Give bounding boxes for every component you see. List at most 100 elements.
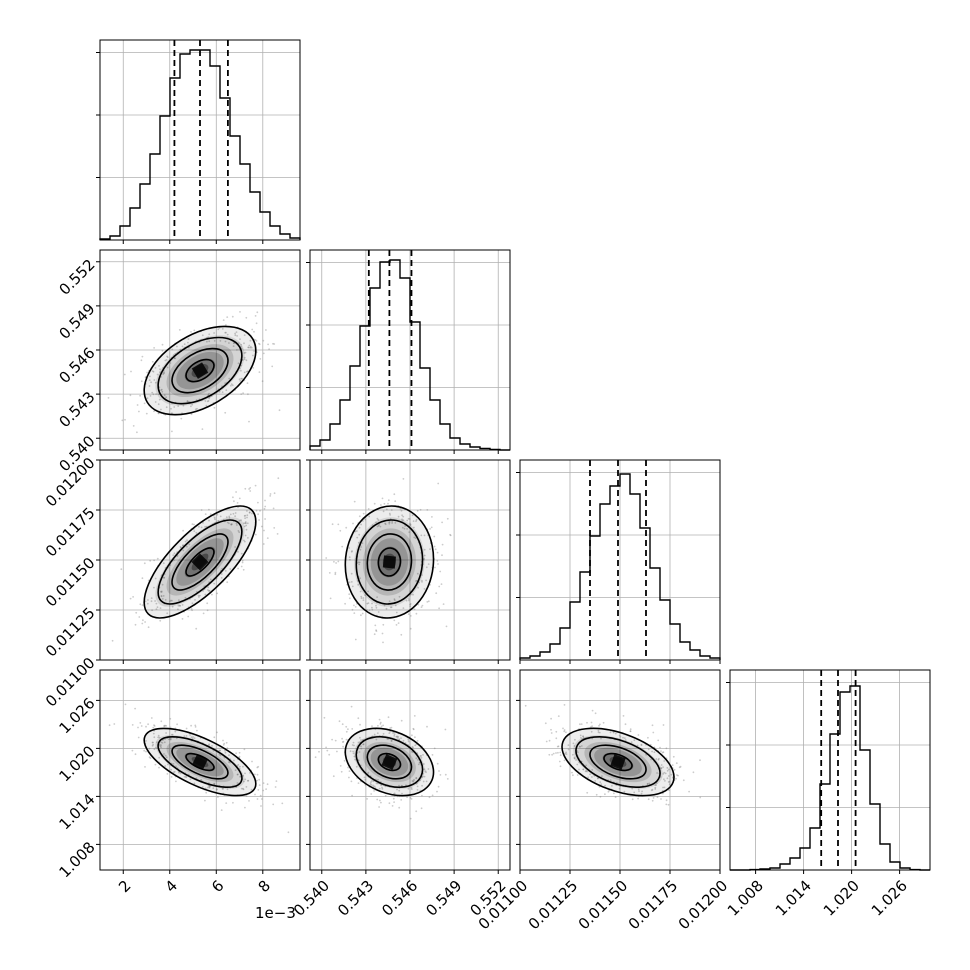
scatter-point xyxy=(411,780,414,782)
scatter-point xyxy=(256,766,259,769)
scatter-point xyxy=(190,724,193,727)
scatter-point xyxy=(421,581,423,583)
scatter-point xyxy=(630,741,633,743)
scatter-point xyxy=(420,606,423,608)
panel-contents xyxy=(310,460,510,660)
scatter-point xyxy=(382,724,384,727)
scatter-point xyxy=(318,750,320,753)
scatter-panel-2-4 xyxy=(306,669,511,874)
scatter-point xyxy=(230,384,232,387)
scatter-point xyxy=(258,784,261,786)
scatter-point xyxy=(573,757,576,760)
scatter-point xyxy=(416,509,419,512)
scatter-point xyxy=(249,346,252,349)
scatter-point xyxy=(243,342,245,345)
scatter-point xyxy=(225,802,228,804)
scatter-point xyxy=(140,380,143,383)
scatter-point xyxy=(143,562,146,565)
scatter-point xyxy=(409,523,412,526)
contour-level-1 xyxy=(377,752,402,772)
scatter-point xyxy=(219,749,221,752)
scatter-point xyxy=(157,736,160,739)
scatter-point xyxy=(664,772,667,775)
scatter-point xyxy=(256,798,259,800)
x-tick-label: 1.026 xyxy=(868,877,911,920)
scatter-point xyxy=(252,367,255,369)
scatter-point xyxy=(160,408,162,411)
scatter-point xyxy=(413,526,415,529)
scatter-point xyxy=(598,731,601,734)
scatter-point xyxy=(167,763,169,766)
scatter-point xyxy=(597,777,599,780)
scatter-point xyxy=(113,723,116,725)
contour-level-1 xyxy=(377,547,402,577)
scatter-point xyxy=(396,788,398,791)
scatter-point xyxy=(224,331,227,334)
scatter-point xyxy=(607,790,610,793)
scatter-point xyxy=(623,790,626,793)
scatter-point xyxy=(423,588,426,590)
scatter-point xyxy=(219,515,222,518)
scatter-point xyxy=(421,775,424,778)
scatter-point xyxy=(146,397,149,400)
scatter-point xyxy=(232,512,235,515)
scatter-point xyxy=(619,735,622,738)
scatter-point xyxy=(336,750,338,753)
scatter-point xyxy=(357,541,360,544)
scatter-point xyxy=(371,780,373,782)
scatter-point xyxy=(139,603,142,606)
scatter-point xyxy=(408,598,410,600)
scatter-point xyxy=(235,331,238,333)
scatter-point xyxy=(363,776,366,779)
scatter-point xyxy=(173,357,176,360)
scatter-point xyxy=(370,793,373,795)
scatter-point xyxy=(208,785,211,788)
scatter-point xyxy=(550,732,553,734)
scatter-point xyxy=(662,773,665,775)
scatter-point xyxy=(601,775,603,777)
scatter-point xyxy=(375,604,377,607)
scatter-point xyxy=(412,520,415,522)
scatter-point xyxy=(195,531,198,534)
scatter-point xyxy=(212,787,215,789)
scatter-point xyxy=(245,786,248,788)
scatter-point xyxy=(556,745,559,748)
scatter-point xyxy=(219,749,221,752)
scatter-point xyxy=(207,400,210,402)
scatter-point xyxy=(337,560,340,563)
scatter-point xyxy=(190,413,193,416)
scatter-point xyxy=(354,638,357,641)
scatter-panel-3-4 xyxy=(516,669,721,874)
histogram-frame xyxy=(99,39,301,241)
scatter-point xyxy=(387,502,389,505)
scatter-point xyxy=(660,767,662,769)
scatter-point xyxy=(379,721,382,724)
scatter-point xyxy=(175,765,177,768)
scatter-point xyxy=(244,351,247,354)
scatter-point xyxy=(559,751,562,754)
scatter-point xyxy=(161,739,164,742)
scatter-point xyxy=(179,348,182,351)
scatter-point xyxy=(345,730,348,733)
scatter-point xyxy=(234,515,237,518)
scatter-point xyxy=(257,501,259,504)
scatter-point xyxy=(226,788,229,791)
scatter-point xyxy=(222,744,225,746)
scatter-point xyxy=(655,784,657,786)
x-tick-label: 6 xyxy=(208,877,227,896)
scatter-point xyxy=(667,803,670,806)
scatter-point xyxy=(657,739,660,742)
scatter-point xyxy=(355,765,358,768)
scatter-point xyxy=(400,509,403,512)
scatter-point xyxy=(238,755,241,758)
scatter-point xyxy=(198,525,200,528)
scatter-point xyxy=(254,315,257,317)
scatter-point xyxy=(361,612,364,615)
scatter-point xyxy=(368,609,371,612)
scatter-point xyxy=(134,623,137,626)
scatter-point xyxy=(415,518,418,521)
scatter-point xyxy=(445,625,448,628)
scatter-point xyxy=(659,746,661,749)
scatter-point xyxy=(377,782,379,785)
scatter-point xyxy=(397,622,400,624)
